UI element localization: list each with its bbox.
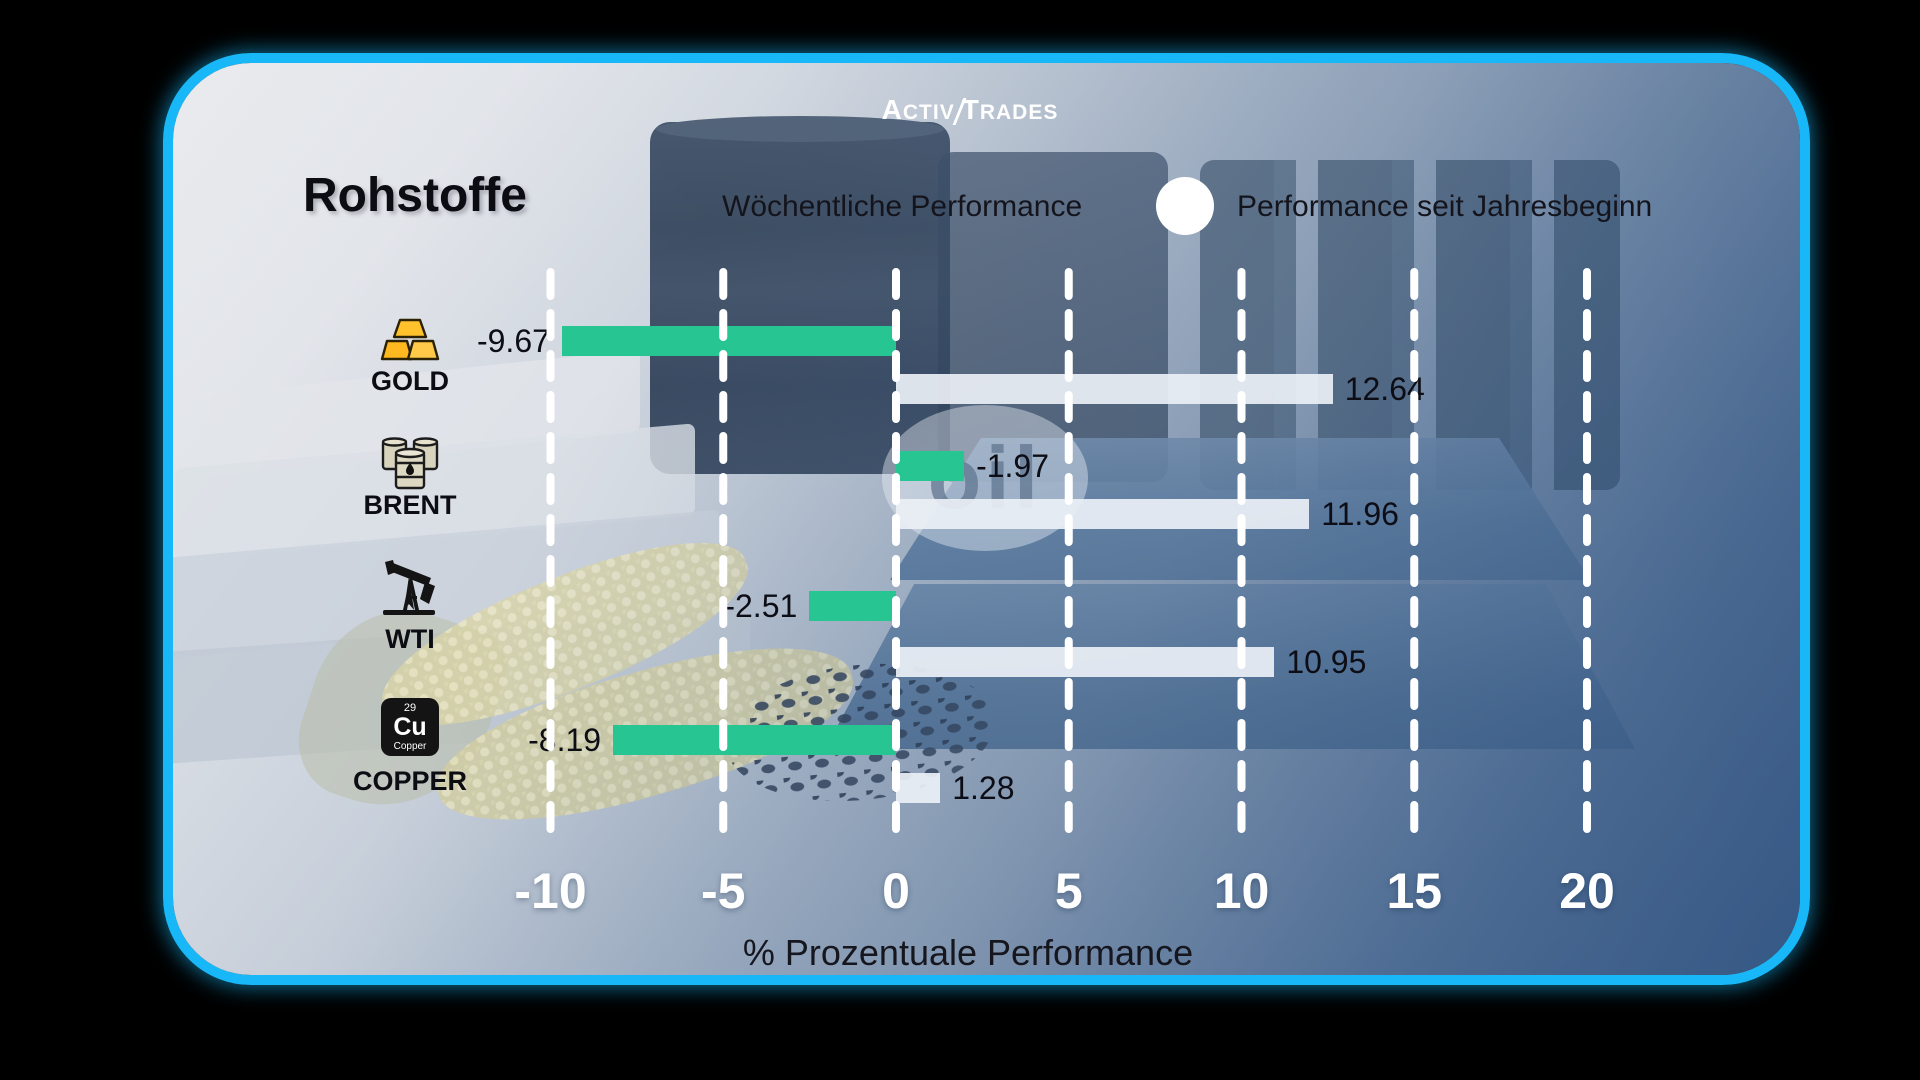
legend-weekly-dot-icon [642,177,700,235]
page-title: Rohstoffe [303,169,527,222]
background-photo-collage: oil ACTIV TRADES Rohstoffe Wöchentliche P… [173,63,1800,975]
copper-element-icon: 29 Cu Copper [381,698,439,756]
logo-text: T [961,94,980,125]
logo-text: A [881,94,903,125]
commodity-label-gold: GOLD [371,366,449,396]
oil-pumpjack-icon [383,560,435,615]
weekly-value-gold: -9.67 [476,323,550,359]
legend-ytd-label: Performance seit Jahresbeginn [1237,190,1653,223]
commodity-icon-gold [379,309,441,371]
weekly-value-copper: -8.19 [528,722,602,758]
commodity-icon-brent [379,433,441,495]
legend-ytd-dot-icon [1156,177,1214,235]
commodity-icon-copper: 29 Cu Copper [379,696,441,758]
logo-text: RADES [979,101,1059,124]
infographic-card: oil ACTIV TRADES Rohstoffe Wöchentliche P… [163,53,1810,985]
activtrades-logo: ACTIV TRADES [173,94,1800,126]
ytd-value-brent: 11.96 [1321,496,1399,532]
weekly-bar-wti [809,591,896,621]
ytd-value-wti: 10.95 [1286,644,1367,680]
commodity-label-copper: COPPER [352,766,468,796]
ytd-bar-brent [896,499,1310,529]
oil-drums-icon [381,437,439,490]
logo-text: CTIV [902,101,955,124]
weekly-bar-gold [561,326,896,356]
gold-bars-icon [380,318,440,361]
ytd-value-gold: 12.64 [1344,371,1425,407]
ytd-bar-copper [896,773,941,803]
legend-weekly-label: Wöchentliche Performance [722,190,1083,223]
chart-plot-area: GOLD -9.67 12.64 BRENT -1.97 11.96 WTI -2.51 10.… [173,63,1800,975]
weekly-bar-copper [613,725,896,755]
ytd-bar-wti [896,647,1275,677]
commodity-label-brent: BRENT [363,490,457,520]
commodity-label-wti: WTI [385,624,435,654]
commodity-icon-wti [379,557,441,619]
ytd-bar-gold [896,374,1333,404]
ytd-value-copper: 1.28 [952,770,1015,806]
weekly-value-brent: -1.97 [976,448,1049,484]
weekly-value-wti: -2.51 [724,588,798,624]
weekly-bar-brent [896,451,965,481]
